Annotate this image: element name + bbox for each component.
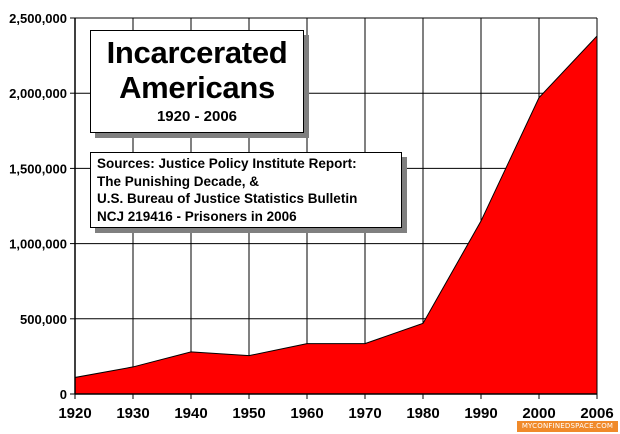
chart-title-line-1: Incarcerated [106, 35, 288, 70]
watermark-logo: MYCONFINEDSPACE.COM [517, 421, 618, 432]
source-line: The Punishing Decade, & [97, 173, 260, 189]
chart-subtitle: 1920 - 2006 [156, 108, 238, 125]
x-tick-label: 1960 [290, 405, 323, 422]
x-tick-label: 1950 [232, 405, 265, 422]
x-tick-label: 2000 [522, 405, 555, 422]
chart-title-line-2: Americans [119, 70, 275, 105]
data-area-layer [74, 34, 598, 395]
x-tick-label: 1920 [58, 405, 91, 422]
source-line: U.S. Bureau of Justice Statistics Bullet… [97, 191, 358, 206]
axes [74, 18, 597, 395]
x-tick-label: 1970 [348, 405, 381, 422]
x-tick-labels: 1920 1930 1940 1950 1960 1970 1980 1990 2000 2006 [58, 394, 614, 422]
y-tick-labels: 0 500,000 1,000,000 1,500,000 2,000,000 2,500… [9, 11, 75, 402]
x-tick-label: 2006 [580, 405, 613, 422]
x-tick-label: 1980 [406, 405, 439, 422]
y-tick-label: 1,500,000 [9, 161, 67, 176]
y-tick-label: 500,000 [20, 312, 67, 327]
y-tick-label: 0 [60, 387, 67, 402]
source-line: NCJ 219416 - Prisoners in 2006 [97, 208, 297, 224]
x-tick-label: 1940 [174, 405, 207, 422]
y-tick-label: 1,000,000 [9, 237, 67, 252]
data-area [74, 34, 598, 395]
x-tick-label: 1990 [464, 405, 497, 422]
title-box: Incarcerated Americans 1920 - 2006 [90, 30, 304, 133]
y-tick-label: 2,500,000 [9, 11, 67, 26]
y-tick-label: 2,000,000 [9, 86, 67, 101]
sources-box: Sources: Justice Policy Institute Report… [90, 152, 402, 228]
source-line: Sources: Justice Policy Institute Report… [97, 156, 357, 171]
x-tick-label: 1930 [116, 405, 149, 422]
